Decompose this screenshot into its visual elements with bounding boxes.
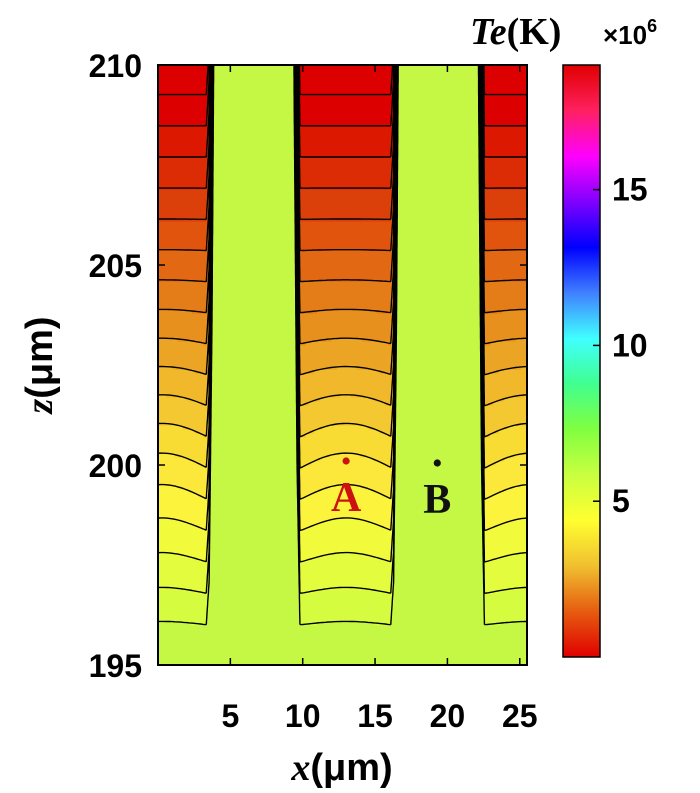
y-tick-label: 200 — [89, 448, 142, 484]
y-tick-label: 205 — [89, 248, 142, 284]
y-axis-ticks: 195 200 205 210 — [89, 48, 527, 684]
colorbar-tick-label: 5 — [612, 483, 630, 519]
y-tick-label: 210 — [89, 48, 142, 84]
x-axis-label: x(μm) — [290, 747, 392, 789]
x-tick-label: 10 — [285, 698, 321, 734]
contour-lines — [158, 65, 527, 626]
y-axis-label: z(μm) — [19, 316, 61, 415]
colorbar-frame — [562, 64, 601, 658]
point-a-marker — [342, 457, 350, 465]
point-a-label: A — [331, 475, 362, 521]
colorbar-ticks: 5 10 15 — [593, 172, 648, 519]
x-tick-label: 5 — [221, 698, 239, 734]
colorbar-multiplier: ×106 — [603, 16, 657, 50]
colorbar: 5 10 15 Te(K) ×106 — [470, 11, 657, 658]
x-tick-label: 25 — [502, 698, 538, 734]
x-tick-label: 15 — [357, 698, 393, 734]
colorbar-gradient — [563, 65, 600, 657]
y-tick-label: 195 — [89, 648, 142, 684]
point-b-label: B — [423, 477, 451, 523]
contour-bands — [158, 65, 527, 665]
x-axis-ticks: 5 10 15 20 25 — [221, 65, 538, 734]
point-b-marker — [433, 459, 441, 467]
plot-frame — [157, 64, 528, 666]
colorbar-tick-label: 15 — [612, 172, 648, 208]
contour-line-17 — [158, 65, 527, 96]
colorbar-title: Te(K) — [470, 11, 561, 53]
colorbar-tick-label: 10 — [612, 327, 648, 363]
x-tick-label: 20 — [430, 698, 466, 734]
